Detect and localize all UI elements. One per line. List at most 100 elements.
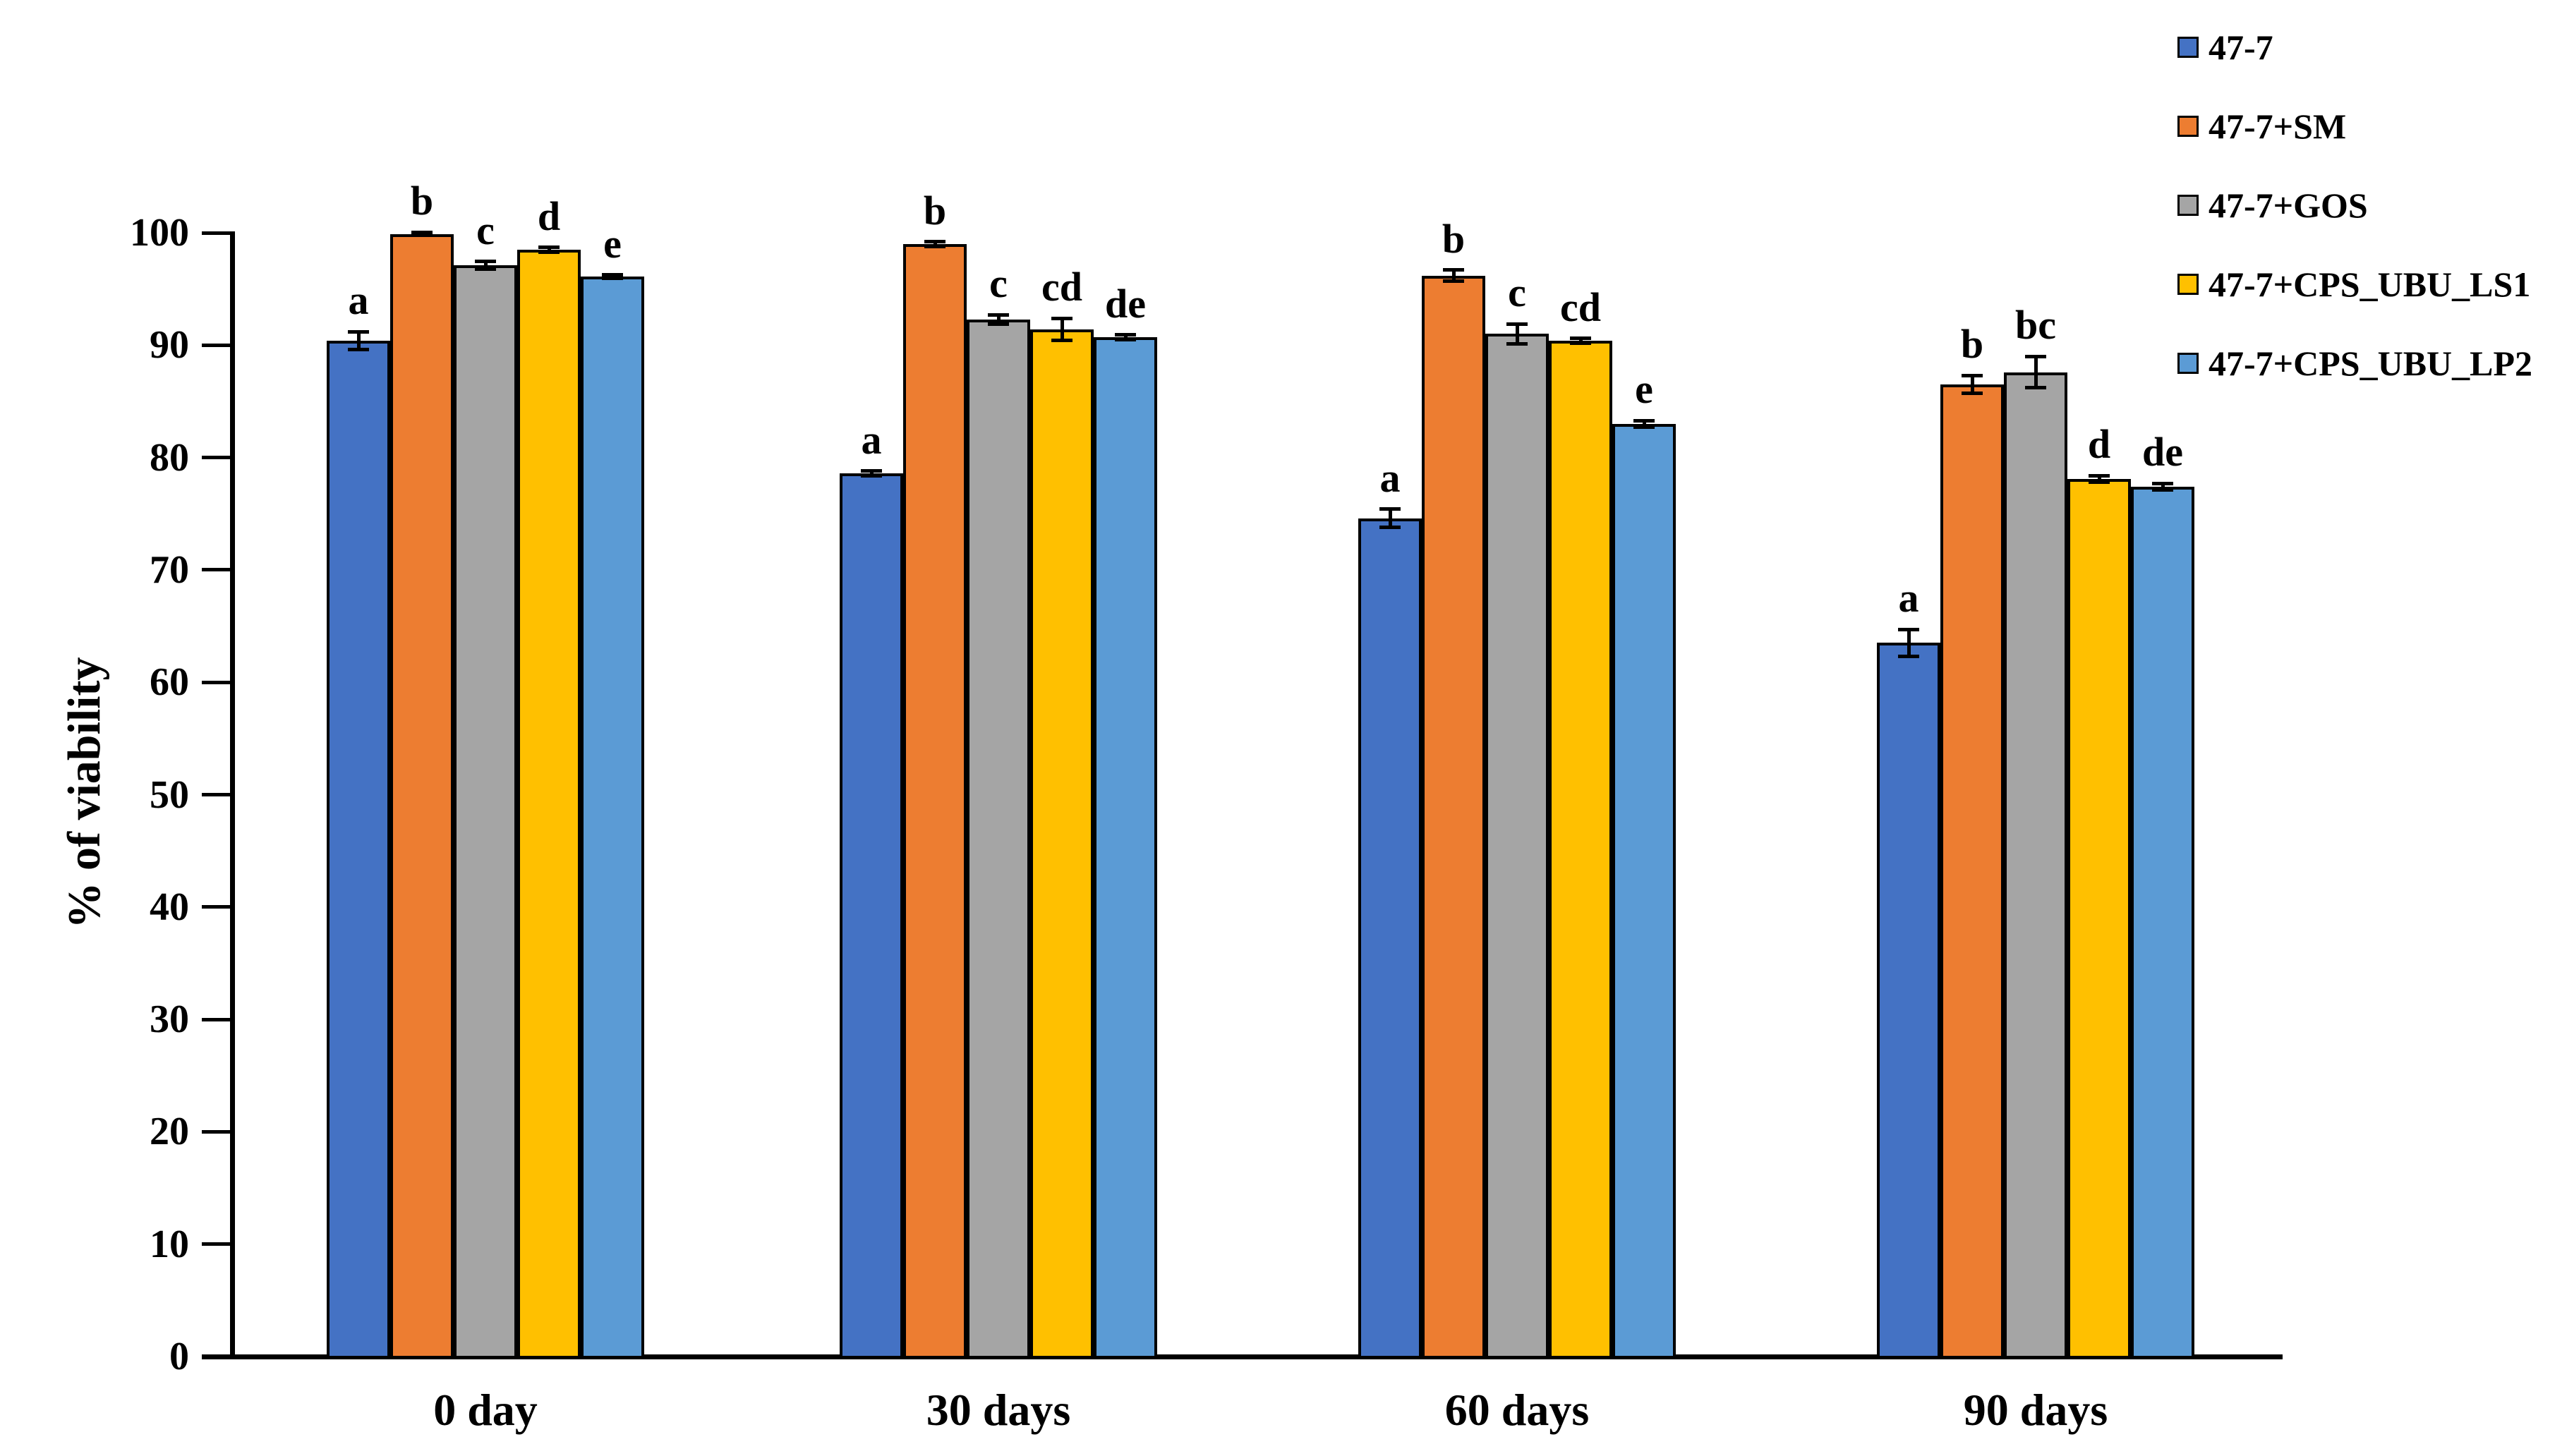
error-bar-cap-top: [348, 329, 369, 334]
legend-label: 47-7+GOS: [2209, 186, 2368, 225]
significance-letter-47-7-sm-0-day: b: [410, 178, 434, 224]
legend-swatch-icon: [2177, 37, 2199, 58]
bar-47-7-cps-ubu-ls1-30-days: [1030, 329, 1094, 1359]
error-bar-47-7-gos-60-days: [1515, 324, 1519, 344]
y-tick: [202, 793, 233, 796]
significance-letter-47-7-sm-60-days: b: [1442, 215, 1466, 262]
error-bar-cap-bottom: [1443, 279, 1464, 283]
x-category-label: 0 day: [433, 1385, 538, 1435]
error-bar-cap-top: [1570, 336, 1591, 341]
error-bar-cap-top: [861, 469, 882, 473]
y-tick: [202, 343, 233, 347]
significance-letter-47-7-gos-30-days: c: [989, 260, 1008, 307]
legend-swatch-icon: [2177, 195, 2199, 216]
error-bar-cap-top: [1898, 627, 1919, 631]
bar-47-7-0-day: [327, 340, 390, 1359]
y-tick: [202, 680, 233, 684]
y-tick-label: 80: [150, 435, 189, 480]
error-bar-47-7-cps-ubu-ls1-0-day: [547, 247, 551, 253]
bar-47-7-sm-0-day: [390, 233, 454, 1359]
error-bar-cap-bottom: [2025, 386, 2046, 390]
error-bar-47-7-90-days: [1907, 629, 1911, 657]
error-bar-cap-bottom: [1051, 339, 1072, 343]
y-tick-label: 20: [150, 1110, 189, 1154]
bar-47-7-cps-ubu-ls1-0-day: [517, 249, 581, 1359]
legend-label: 47-7+SM: [2209, 107, 2347, 146]
significance-letter-47-7-cps-ubu-lp2-90-days: de: [2142, 429, 2183, 475]
significance-letter-47-7-gos-90-days: bc: [2015, 302, 2056, 348]
significance-letter-47-7-gos-60-days: c: [1508, 269, 1526, 316]
error-bar-cap-top: [1633, 418, 1655, 423]
legend-swatch-icon: [2177, 274, 2199, 295]
bar-47-7-cps-ubu-lp2-30-days: [1094, 337, 1157, 1359]
error-bar-cap-top: [1506, 322, 1528, 326]
error-bar-47-7-gos-90-days: [2034, 356, 2038, 388]
y-tick-label: 100: [130, 211, 189, 255]
error-bar-cap-bottom: [411, 233, 433, 238]
x-category-label: 90 days: [1963, 1385, 2108, 1435]
bar-47-7-90-days: [1877, 643, 1940, 1359]
error-bar-cap-bottom: [348, 348, 369, 352]
significance-letter-47-7-0-day: a: [348, 277, 369, 324]
y-tick: [202, 568, 233, 572]
error-bar-cap-bottom: [1506, 342, 1528, 346]
bar-47-7-cps-ubu-ls1-90-days: [2067, 478, 2131, 1359]
bar-47-7-gos-90-days: [2004, 372, 2067, 1359]
error-bar-47-7-0-day: [356, 332, 361, 350]
error-bar-47-7-sm-90-days: [1970, 375, 1974, 394]
legend-swatch-icon: [2177, 116, 2199, 137]
error-bar-47-7-cps-ubu-lp2-60-days: [1642, 420, 1646, 427]
significance-letter-47-7-sm-30-days: b: [923, 187, 947, 233]
error-bar-cap-top: [1962, 373, 1983, 377]
y-tick-label: 50: [150, 772, 189, 817]
bar-47-7-cps-ubu-lp2-90-days: [2131, 487, 2194, 1359]
x-category-label: 30 days: [926, 1385, 1071, 1435]
error-bar-cap-bottom: [2152, 488, 2173, 492]
error-bar-cap-bottom: [538, 250, 560, 254]
error-bar-cap-bottom: [1115, 337, 1136, 341]
error-bar-cap-bottom: [1379, 525, 1401, 529]
bar-47-7-cps-ubu-lp2-60-days: [1612, 423, 1676, 1359]
error-bar-47-7-cps-ubu-ls1-90-days: [2097, 475, 2101, 483]
error-bar-cap-top: [538, 245, 560, 250]
error-bar-cap-bottom: [602, 277, 623, 281]
significance-letter-47-7-60-days: a: [1379, 454, 1401, 501]
y-tick-label: 60: [150, 660, 189, 705]
bar-47-7-gos-60-days: [1485, 334, 1549, 1359]
y-tick: [202, 1129, 233, 1134]
error-bar-47-7-gos-30-days: [996, 315, 1001, 324]
error-bar-cap-bottom: [2089, 480, 2110, 485]
significance-letter-47-7-cps-ubu-lp2-60-days: e: [1635, 366, 1653, 413]
y-tick-label: 90: [150, 323, 189, 368]
y-tick: [202, 1017, 233, 1021]
significance-letter-47-7-90-days: a: [1898, 575, 1919, 621]
error-bar-47-7-cps-ubu-ls1-60-days: [1578, 338, 1583, 344]
error-bar-47-7-cps-ubu-lp2-90-days: [2161, 483, 2165, 490]
x-axis-line: [202, 1354, 2283, 1359]
y-tick: [202, 1354, 233, 1359]
significance-letter-47-7-cps-ubu-ls1-60-days: cd: [1560, 284, 1601, 330]
significance-letter-47-7-cps-ubu-ls1-0-day: d: [537, 193, 561, 239]
significance-letter-47-7-cps-ubu-lp2-30-days: de: [1105, 280, 1146, 327]
legend-label: 47-7+CPS_UBU_LP2: [2209, 344, 2533, 383]
significance-letter-47-7-30-days: a: [861, 416, 882, 463]
error-bar-cap-bottom: [924, 244, 945, 248]
y-tick-label: 30: [150, 997, 189, 1042]
error-bar-cap-top: [1379, 507, 1401, 511]
error-bar-47-7-gos-0-day: [483, 261, 488, 269]
legend-label: 47-7: [2209, 28, 2273, 67]
error-bar-cap-bottom: [1898, 655, 1919, 659]
legend-label: 47-7+CPS_UBU_LS1: [2209, 265, 2531, 304]
error-bar-cap-top: [475, 260, 496, 264]
y-tick-label: 0: [169, 1335, 189, 1378]
y-tick: [202, 456, 233, 460]
significance-letter-47-7-cps-ubu-lp2-0-day: e: [603, 220, 622, 267]
error-bar-cap-top: [1051, 316, 1072, 320]
bar-47-7-60-days: [1358, 518, 1422, 1359]
error-bar-cap-bottom: [861, 473, 882, 478]
error-bar-cap-top: [2025, 354, 2046, 358]
error-bar-cap-bottom: [1633, 425, 1655, 430]
error-bar-47-7-cps-ubu-lp2-30-days: [1123, 334, 1128, 340]
error-bar-cap-top: [2152, 481, 2173, 485]
